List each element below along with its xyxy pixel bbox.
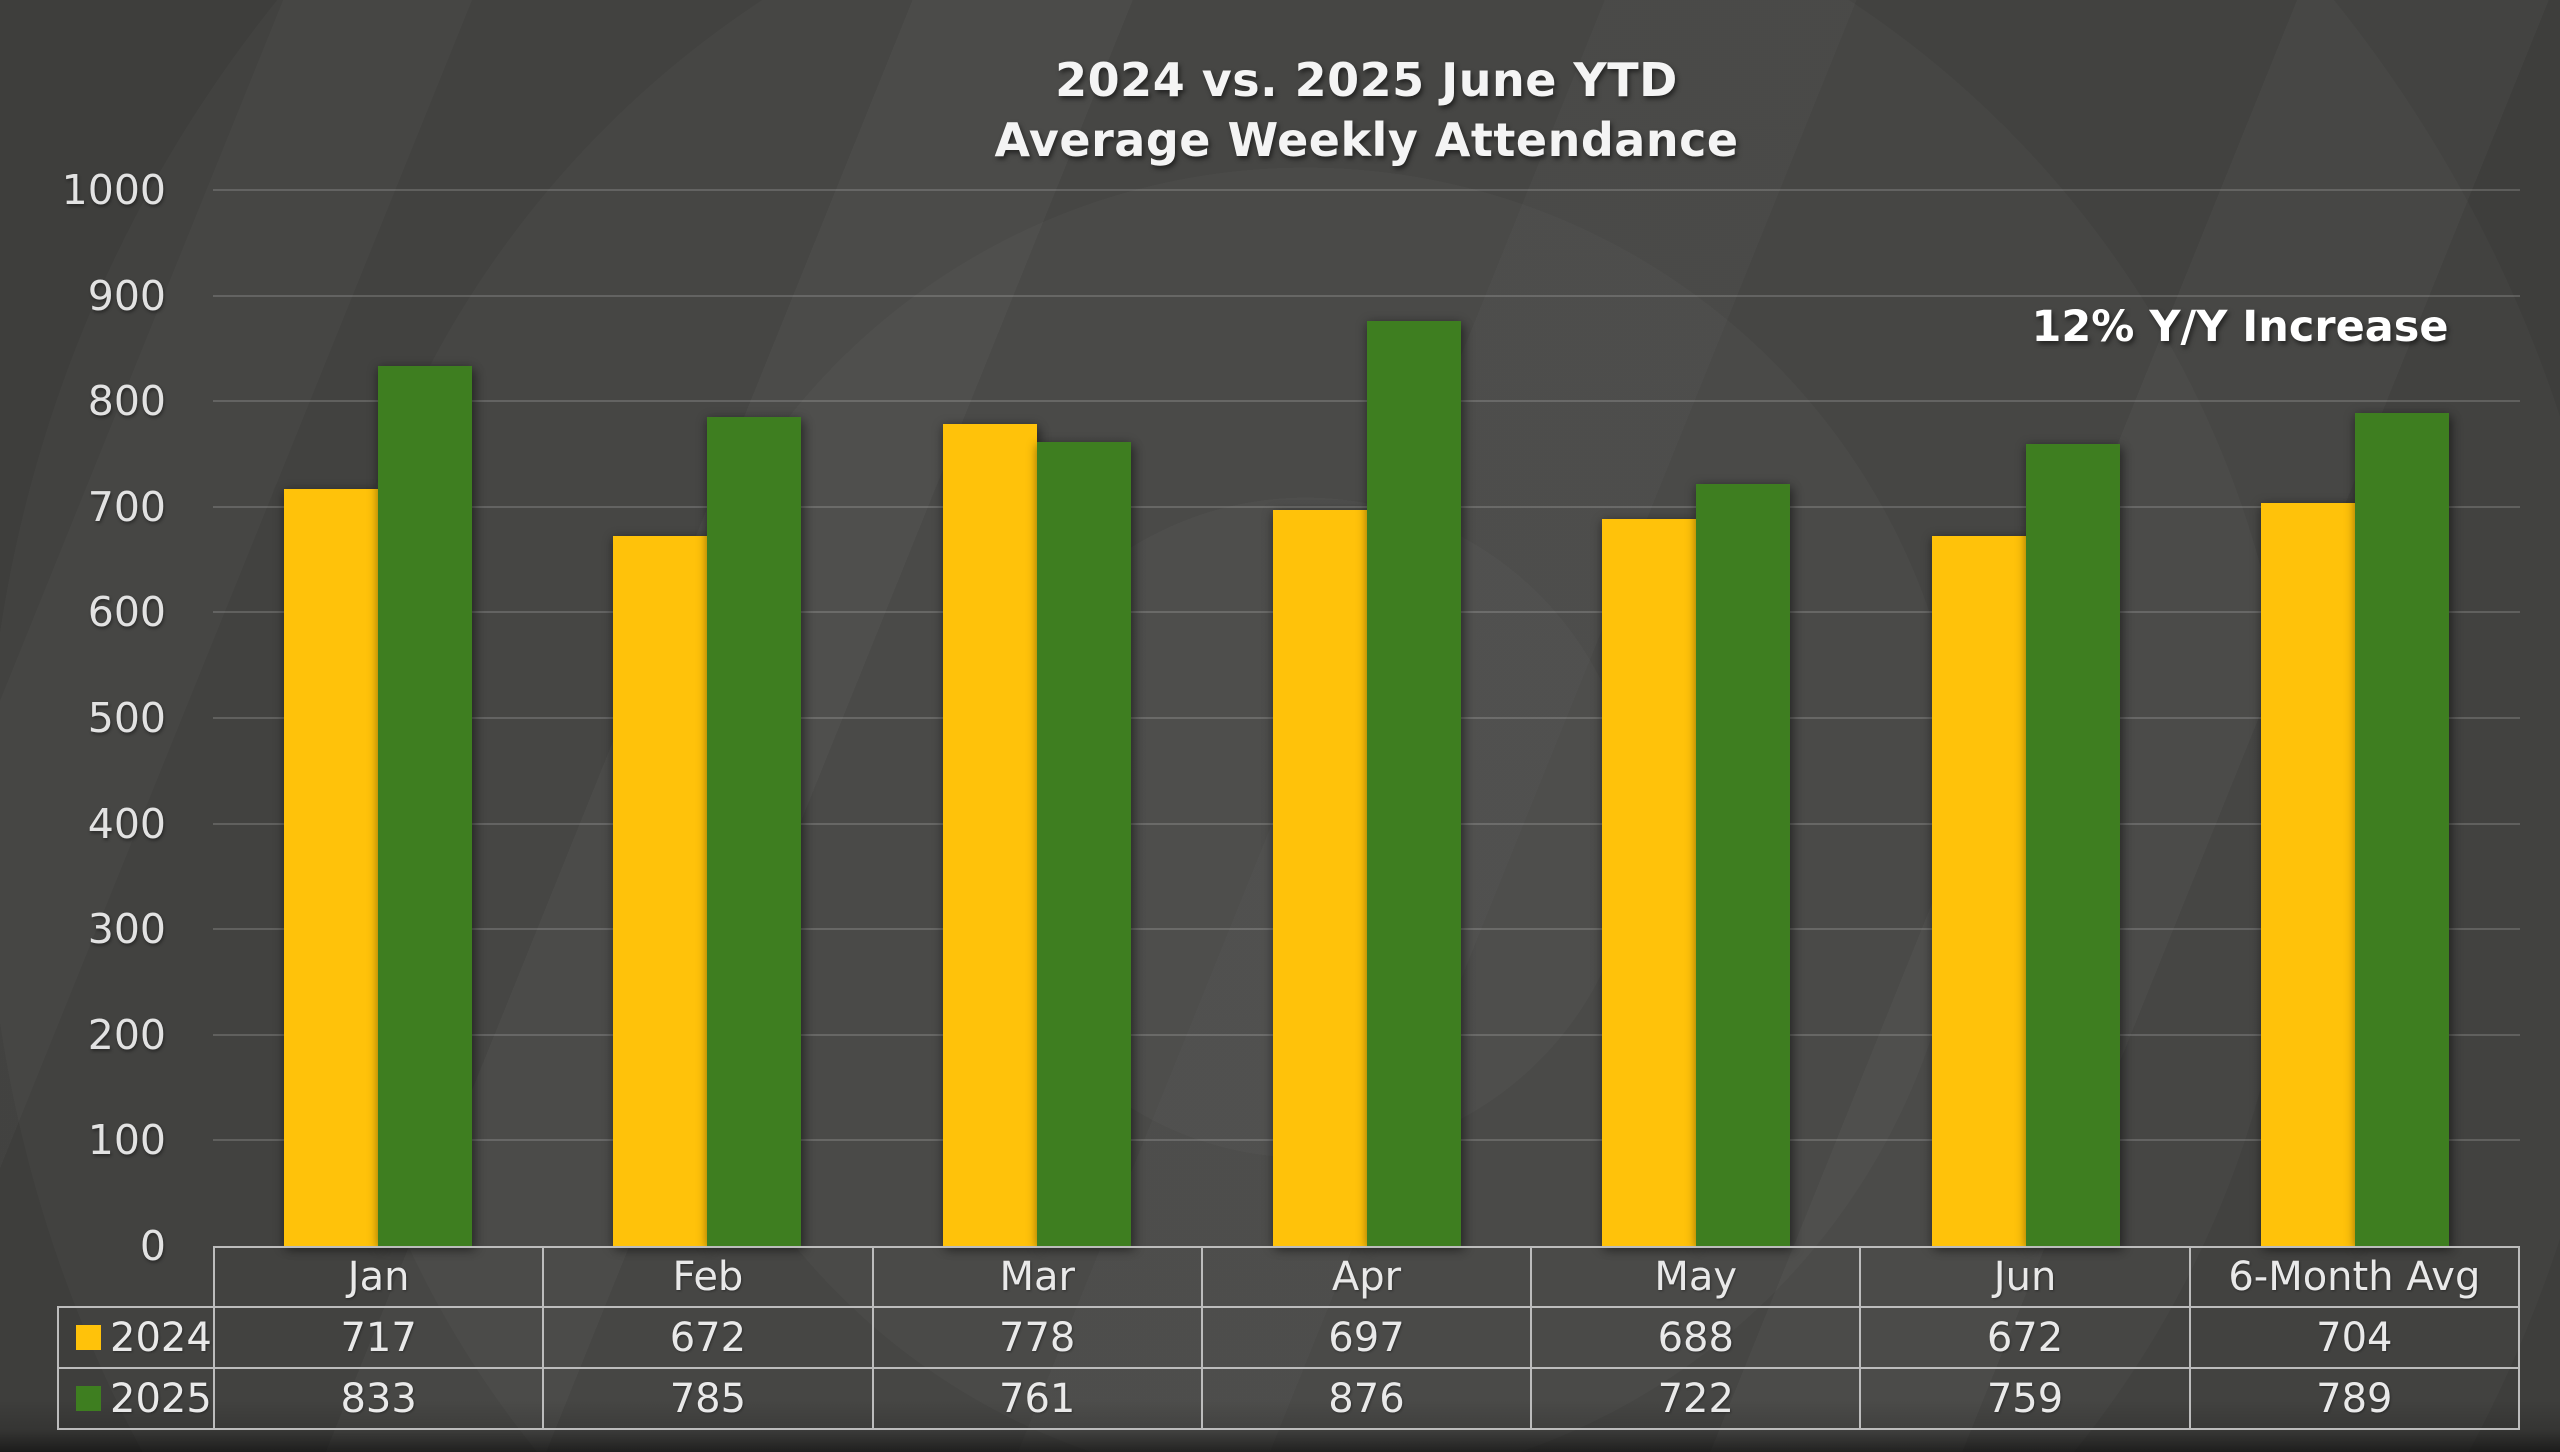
legend-marker-2024: [76, 1325, 101, 1350]
table-value-2024-feb: 672: [542, 1306, 874, 1369]
table-value-2025-may: 722: [1530, 1367, 1862, 1430]
legend-cell-2025: 2025: [57, 1367, 215, 1430]
table-value-2024-6-month-avg: 704: [2188, 1306, 2521, 1369]
legend-marker-2025: [76, 1386, 101, 1411]
table-header-jan: Jan: [212, 1246, 545, 1308]
table-value-2024-may: 688: [1530, 1306, 1862, 1369]
table-value-2025-6-month-avg: 789: [2188, 1367, 2521, 1430]
table-corner-cell: [58, 1247, 214, 1307]
table-header-jun: Jun: [1859, 1246, 2191, 1308]
table-value-2024-jan: 717: [212, 1306, 545, 1369]
table-value-2024-apr: 697: [1200, 1306, 1533, 1369]
table-row-2024: 2024 717 672 778 697 688 672 704: [57, 1306, 2521, 1369]
table-value-2025-apr: 876: [1200, 1367, 1533, 1430]
table-header-feb: Feb: [542, 1246, 874, 1308]
data-table: Jan Feb Mar Apr May Jun 6-Month Avg 2024 717 672 7…: [57, 1246, 2521, 1430]
table-value-2025-mar: 761: [871, 1367, 1203, 1430]
table-row-2025: 2025 833 785 761 876 722 759 789: [57, 1367, 2521, 1430]
table-value-2025-jun: 759: [1859, 1367, 2191, 1430]
legend-cell-2024: 2024: [57, 1306, 215, 1369]
table-header-mar: Mar: [871, 1246, 1203, 1308]
legend-label-2025: 2025: [110, 1375, 212, 1422]
table-value-2024-mar: 778: [871, 1306, 1203, 1369]
table-value-2025-feb: 785: [542, 1367, 874, 1430]
table-header-6-month-avg: 6-Month Avg: [2188, 1246, 2521, 1308]
table-value-2024-jun: 672: [1859, 1306, 2191, 1369]
legend-label-2024: 2024: [110, 1314, 212, 1361]
table-header-may: May: [1530, 1246, 1862, 1308]
table-value-2025-jan: 833: [212, 1367, 545, 1430]
table-header-apr: Apr: [1200, 1246, 1533, 1308]
